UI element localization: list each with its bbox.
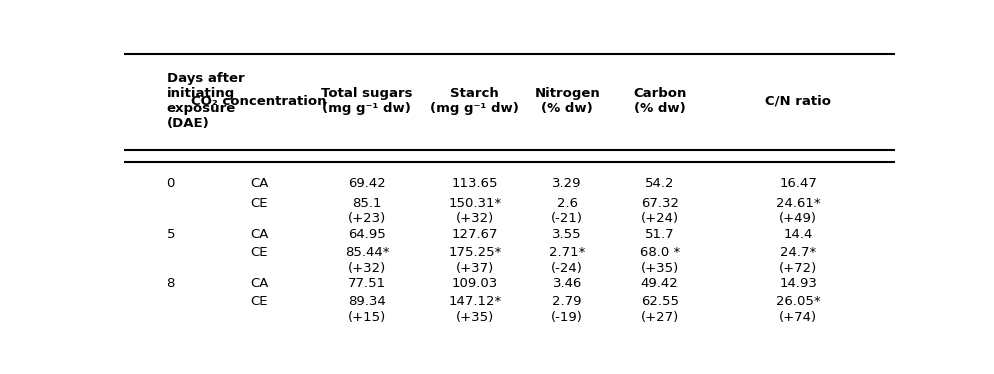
Text: CA: CA [249,278,268,290]
Text: 175.25*: 175.25* [448,246,501,259]
Text: 2.79: 2.79 [553,295,581,308]
Text: 89.34: 89.34 [348,295,386,308]
Text: 68.0 *: 68.0 * [639,246,680,259]
Text: (+32): (+32) [348,261,386,275]
Text: 147.12*: 147.12* [448,295,501,308]
Text: 24.61*: 24.61* [776,197,821,210]
Text: 0: 0 [167,177,175,190]
Text: (+49): (+49) [779,212,817,226]
Text: Starch
(mg g⁻¹ dw): Starch (mg g⁻¹ dw) [430,87,519,115]
Text: 150.31*: 150.31* [448,197,501,210]
Text: 26.05*: 26.05* [776,295,821,308]
Text: 2.71*: 2.71* [549,246,585,259]
Text: 54.2: 54.2 [645,177,674,190]
Text: C/N ratio: C/N ratio [765,95,831,108]
Text: 3.46: 3.46 [553,278,581,290]
Text: (-24): (-24) [552,261,583,275]
Text: (-21): (-21) [552,212,583,226]
Text: CE: CE [250,197,267,210]
Text: 3.55: 3.55 [553,228,582,241]
Text: 85.1: 85.1 [352,197,382,210]
Text: 67.32: 67.32 [641,197,679,210]
Text: 14.4: 14.4 [783,228,813,241]
Text: 16.47: 16.47 [779,177,817,190]
Text: Carbon
(% dw): Carbon (% dw) [633,87,686,115]
Text: (+32): (+32) [455,212,494,226]
Text: (-19): (-19) [552,311,583,324]
Text: 109.03: 109.03 [451,278,498,290]
Text: 113.65: 113.65 [451,177,498,190]
Text: (+15): (+15) [348,311,386,324]
Text: Days after
initiating
exposure
(DAE): Days after initiating exposure (DAE) [167,72,245,130]
Text: (+37): (+37) [455,261,494,275]
Text: CA: CA [249,177,268,190]
Text: 5: 5 [167,228,175,241]
Text: (+24): (+24) [640,212,679,226]
Text: 2.6: 2.6 [557,197,578,210]
Text: CA: CA [249,228,268,241]
Text: 85.44*: 85.44* [345,246,390,259]
Text: 77.51: 77.51 [348,278,386,290]
Text: 62.55: 62.55 [641,295,679,308]
Text: 127.67: 127.67 [451,228,498,241]
Text: 64.95: 64.95 [348,228,386,241]
Text: 49.42: 49.42 [641,278,679,290]
Text: Nitrogen
(% dw): Nitrogen (% dw) [535,87,600,115]
Text: (+72): (+72) [779,261,817,275]
Text: 24.7*: 24.7* [780,246,816,259]
Text: CE: CE [250,246,267,259]
Text: (+74): (+74) [779,311,817,324]
Text: CE: CE [250,295,267,308]
Text: (+35): (+35) [455,311,494,324]
Text: 14.93: 14.93 [779,278,817,290]
Text: (+23): (+23) [348,212,386,226]
Text: 8: 8 [167,278,175,290]
Text: (+27): (+27) [640,311,679,324]
Text: (+35): (+35) [640,261,679,275]
Text: 69.42: 69.42 [348,177,386,190]
Text: Total sugars
(mg g⁻¹ dw): Total sugars (mg g⁻¹ dw) [321,87,413,115]
Text: 3.29: 3.29 [553,177,581,190]
Text: CO₂ concentration: CO₂ concentration [191,95,327,108]
Text: 51.7: 51.7 [645,228,675,241]
